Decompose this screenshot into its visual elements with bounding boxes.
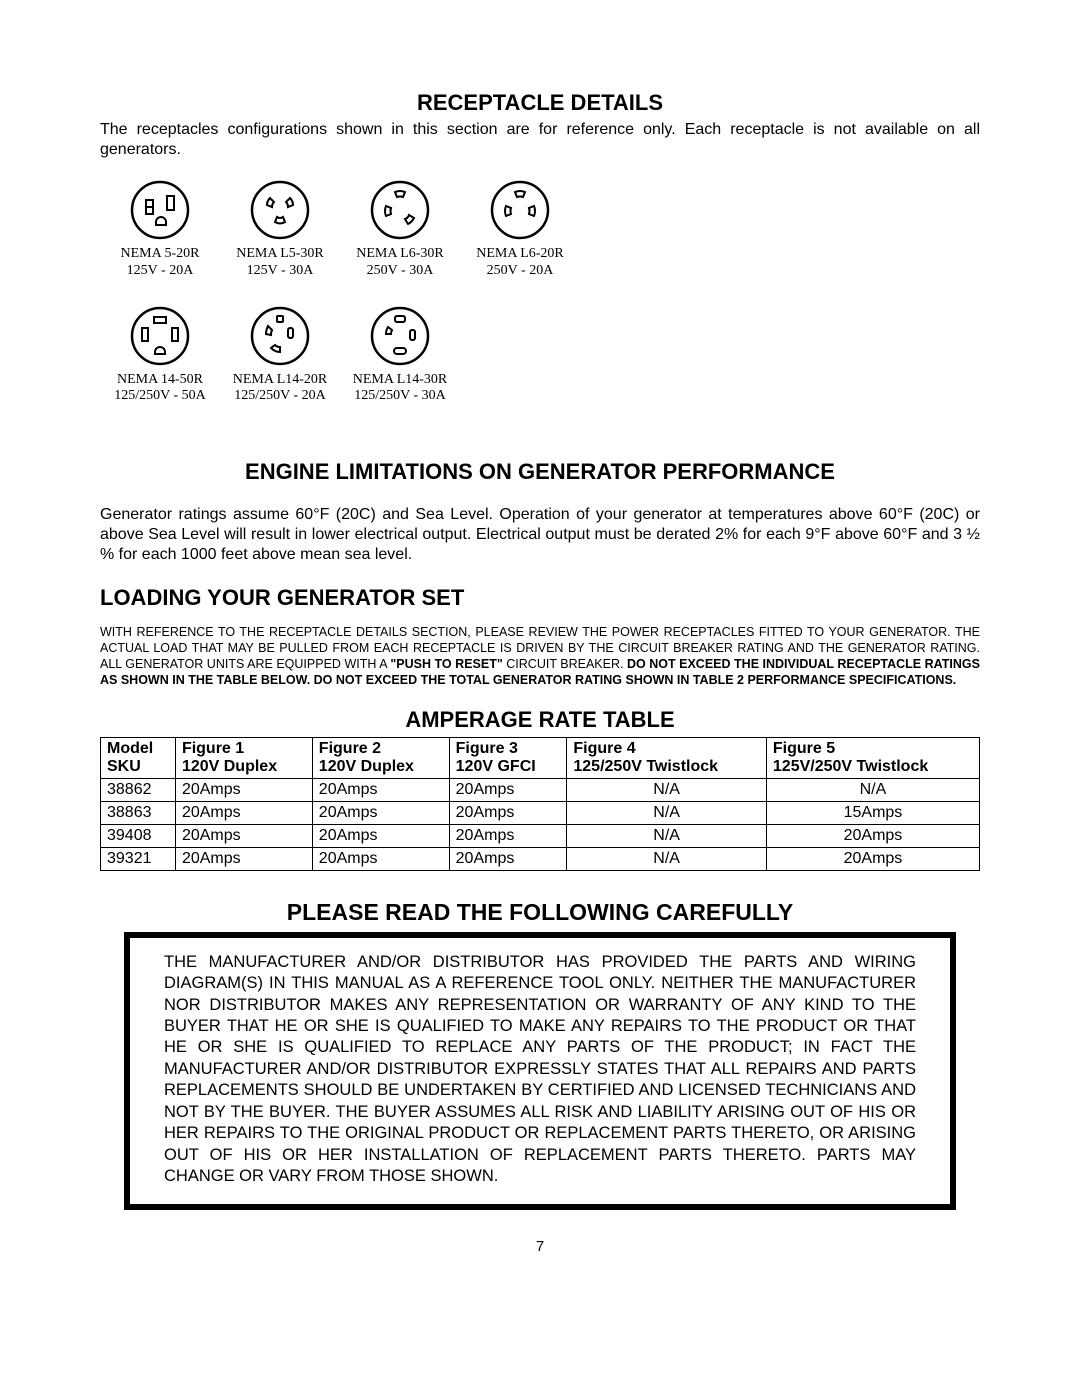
recep-name: NEMA L6-20R xyxy=(476,246,564,261)
receptacle-item: NEMA 14-50R125/250V - 50A xyxy=(100,304,220,406)
th-fig4: Figure 4125/250V Twistlock xyxy=(567,737,767,778)
recep-spec: 250V - 20A xyxy=(487,263,554,278)
th-model: ModelSKU xyxy=(101,737,176,778)
loading-generator-body: WITH REFERENCE TO THE RECEPTACLE DETAILS… xyxy=(100,624,980,689)
receptacle-details-intro: The receptacles configurations shown in … xyxy=(100,120,980,160)
recep-spec: 125V - 20A xyxy=(127,263,194,278)
recep-name: NEMA L14-30R xyxy=(353,372,448,387)
table-row: 3886220Amps20Amps20AmpsN/AN/A xyxy=(101,778,980,801)
th-fig1: Figure 1120V Duplex xyxy=(175,737,312,778)
receptacle-item: NEMA L5-30R 125V - 30A xyxy=(220,178,340,280)
recep-spec: 125V - 30A xyxy=(247,263,314,278)
th-fig2: Figure 2120V Duplex xyxy=(312,737,449,778)
recep-name: NEMA 5-20R xyxy=(121,246,200,261)
receptacle-item: NEMA L6-30R 250V - 30A xyxy=(340,178,460,280)
receptacle-item: NEMA 5-20R 125V - 20A xyxy=(100,178,220,280)
recep-spec: 125/250V - 20A xyxy=(234,388,326,403)
recep-spec: 125/250V - 50A xyxy=(114,388,206,403)
receptacle-item: NEMA L14-30R125/250V - 30A xyxy=(340,304,460,406)
warning-box: THE MANUFACTURER AND/OR DISTRIBUTOR HAS … xyxy=(124,932,956,1210)
recep-spec: 125/250V - 30A xyxy=(354,388,446,403)
recep-name: NEMA 14-50R xyxy=(117,372,203,387)
recep-name: NEMA L5-30R xyxy=(236,246,324,261)
nema-l6-30r-icon xyxy=(368,178,432,242)
engine-limitations-body: Generator ratings assume 60°F (20C) and … xyxy=(100,505,980,565)
warning-title: PLEASE READ THE FOLLOWING CAREFULLY xyxy=(100,899,980,926)
nema-l6-20r-icon xyxy=(488,178,552,242)
recep-name: NEMA L14-20R xyxy=(233,372,328,387)
recep-spec: 250V - 30A xyxy=(367,263,434,278)
receptacle-details-title: RECEPTACLE DETAILS xyxy=(100,90,980,116)
nema-5-20r-icon xyxy=(128,178,192,242)
amperage-title: AMPERAGE RATE TABLE xyxy=(100,707,980,733)
page-number: 7 xyxy=(100,1238,980,1255)
receptacle-item: NEMA L6-20R 250V - 20A xyxy=(460,178,580,280)
nema-l14-30r-icon xyxy=(368,304,432,368)
nema-l14-20r-icon xyxy=(248,304,312,368)
loading-generator-title: LOADING YOUR GENERATOR SET xyxy=(100,585,980,611)
warning-body: THE MANUFACTURER AND/OR DISTRIBUTOR HAS … xyxy=(164,952,916,1188)
table-row: 3940820Amps20Amps20AmpsN/A20Amps xyxy=(101,824,980,847)
amperage-table: ModelSKU Figure 1120V Duplex Figure 2120… xyxy=(100,737,980,871)
th-fig5: Figure 5125V/250V Twistlock xyxy=(766,737,979,778)
engine-limitations-title: ENGINE LIMITATIONS ON GENERATOR PERFORMA… xyxy=(100,459,980,485)
nema-l5-30r-icon xyxy=(248,178,312,242)
nema-14-50r-icon xyxy=(128,304,192,368)
recep-name: NEMA L6-30R xyxy=(356,246,444,261)
table-row: 3932120Amps20Amps20AmpsN/A20Amps xyxy=(101,847,980,870)
receptacle-grid: NEMA 5-20R 125V - 20A NEMA L5-30R 125V - 3… xyxy=(100,178,980,429)
table-row: 3886320Amps20Amps20AmpsN/A15Amps xyxy=(101,801,980,824)
receptacle-item: NEMA L14-20R125/250V - 20A xyxy=(220,304,340,406)
th-fig3: Figure 3120V GFCI xyxy=(449,737,567,778)
